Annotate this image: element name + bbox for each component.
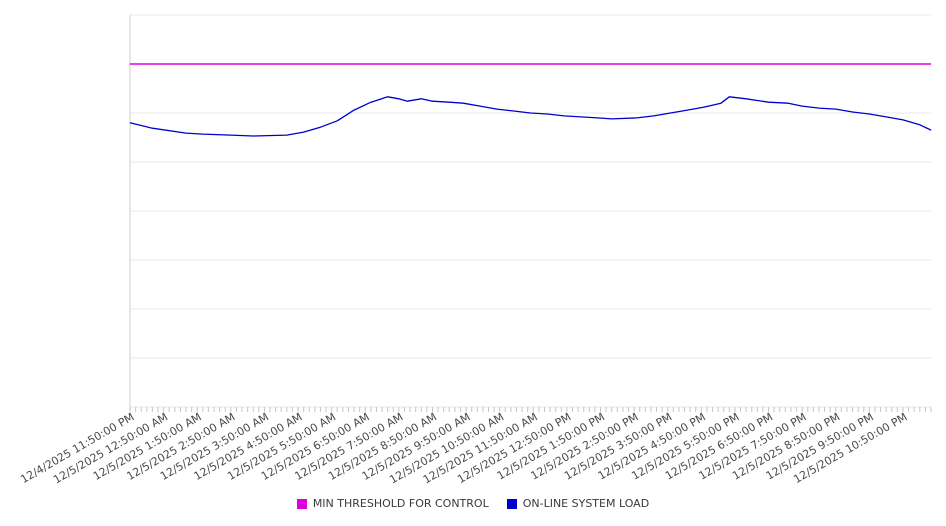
system-load-swatch-icon bbox=[506, 498, 517, 509]
legend-item-min-threshold[interactable]: MIN THRESHOLD FOR CONTROL bbox=[296, 497, 489, 510]
min-threshold-swatch-icon bbox=[296, 498, 307, 509]
chart-legend: MIN THRESHOLD FOR CONTROL ON-LINE SYSTEM… bbox=[0, 497, 946, 510]
legend-label-min-threshold: MIN THRESHOLD FOR CONTROL bbox=[312, 497, 489, 510]
legend-label-system-load: ON-LINE SYSTEM LOAD bbox=[522, 497, 650, 510]
legend-item-system-load[interactable]: ON-LINE SYSTEM LOAD bbox=[506, 497, 650, 510]
system-load-line bbox=[129, 96, 932, 137]
